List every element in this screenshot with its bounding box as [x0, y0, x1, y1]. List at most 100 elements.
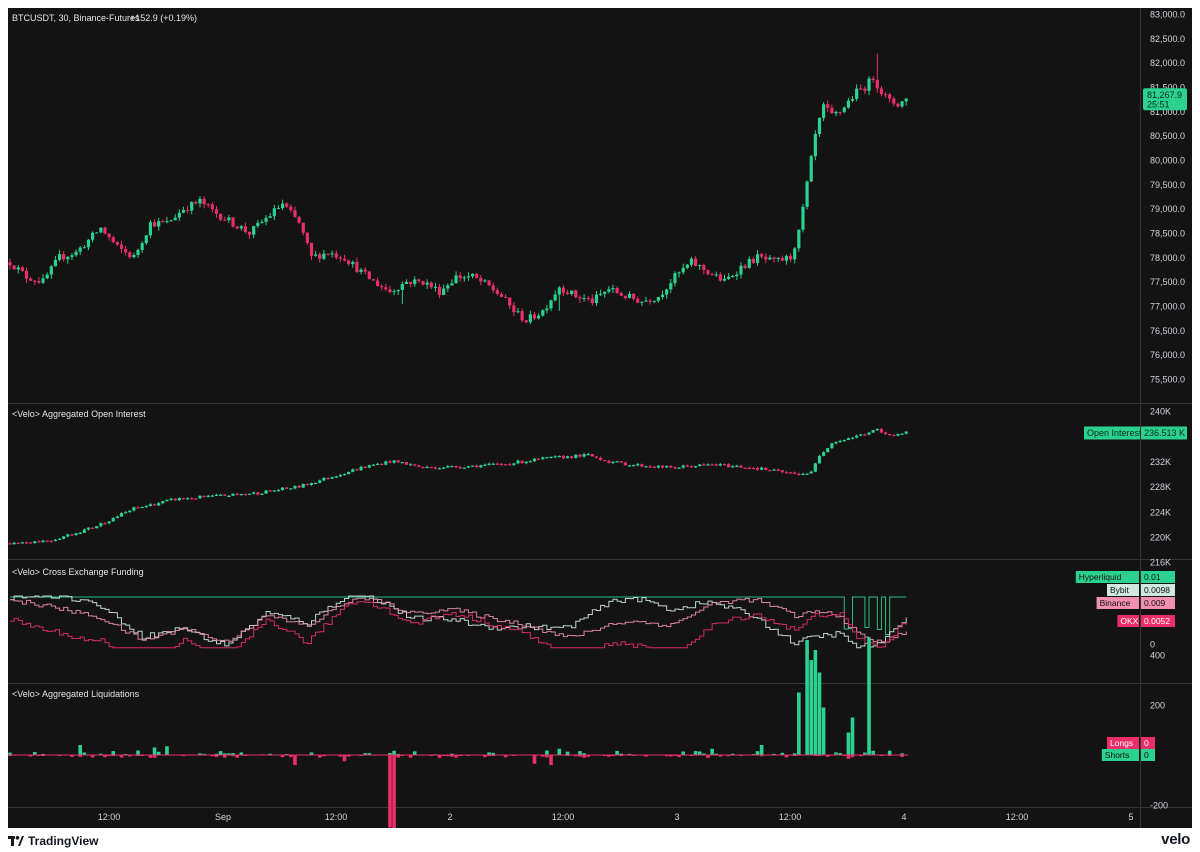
price-candle [20, 265, 24, 272]
price-candle [152, 219, 157, 227]
liq-tag-value: 0 [1144, 750, 1149, 760]
shorts-liq-bar [863, 752, 867, 755]
oi-candle [863, 433, 867, 436]
longs-liq-bar [454, 755, 458, 758]
longs-liq-bar [437, 755, 442, 758]
shorts-liq-bar [152, 747, 157, 755]
oi-candle [892, 434, 896, 437]
bar-countdown: 25:51 [1147, 99, 1170, 109]
price-candle [879, 86, 884, 97]
oi-candle [404, 461, 409, 466]
price-candle [33, 280, 37, 285]
price-candle [49, 264, 53, 279]
funding-pane-title[interactable]: <Velo> Cross Exchange Funding [12, 567, 144, 577]
oi-candle [586, 452, 590, 456]
price-candle [409, 281, 413, 288]
oi-candle [755, 466, 760, 471]
y-tick-label: 216K [1150, 558, 1171, 568]
longs-liq-bar [483, 755, 487, 758]
shorts-liq-bar [780, 752, 785, 755]
price-candle [144, 235, 148, 246]
price-candle [706, 269, 710, 276]
shorts-liq-bar [136, 750, 140, 755]
price-candle [855, 84, 859, 102]
longs-liq-bar [289, 755, 293, 758]
velo-logo[interactable]: velo [1161, 831, 1190, 848]
oi-candle [826, 448, 830, 453]
price-candle [462, 275, 466, 282]
oi-candle [264, 489, 268, 494]
price-candle [681, 263, 685, 275]
price-candle [219, 213, 223, 222]
price-candle [421, 280, 425, 286]
oi-candle [95, 526, 99, 529]
funding-tag-okx: OKX 0.0052 [1117, 615, 1175, 627]
price-candle [309, 242, 314, 261]
tradingview-wordmark: TradingView [28, 834, 99, 848]
price-candle [206, 203, 210, 208]
price-candle [702, 263, 706, 275]
price-candle [119, 240, 124, 254]
tradingview-logo[interactable]: TradingView [8, 833, 98, 849]
price-candle [541, 309, 545, 317]
oi-candle [363, 466, 367, 469]
oi-candle [879, 427, 884, 434]
liq-pane-title[interactable]: <Velo> Aggregated Liquidations [12, 689, 140, 699]
price-candle [883, 92, 888, 98]
longs-liq-bar [586, 755, 590, 757]
oi-candle [157, 502, 161, 506]
oi-candle [375, 462, 380, 466]
oi-candle [380, 463, 384, 466]
price-candle [727, 273, 731, 280]
price-candle [115, 241, 119, 247]
price-candle [751, 256, 755, 265]
y-tick-label: 76,500.0 [1150, 326, 1185, 336]
liq-tag-shorts: Shorts 0 [1101, 749, 1155, 761]
shorts-liq-bar [702, 753, 706, 755]
oi-candle [607, 459, 611, 464]
price-candle [561, 285, 566, 297]
price-candle [801, 204, 805, 233]
price-candle [231, 216, 235, 228]
chart-canvas[interactable]: 83,000.0 82,500.0 82,000.0 81,500.0 81,000.0… [8, 8, 1192, 828]
x-tick-label: 12:00 [325, 812, 348, 822]
symbol-title[interactable]: BTCUSDT, 30, Binance-Futures [12, 13, 140, 23]
shorts-liq-bar [772, 753, 776, 755]
price-candle [549, 299, 553, 312]
oi-candle [124, 511, 128, 514]
price-candle [693, 255, 698, 267]
longs-liq-bar [388, 755, 392, 828]
price-candle [446, 283, 450, 292]
oi-candle [173, 498, 177, 501]
longs-liq-bar [396, 755, 401, 758]
shorts-liq-bar [871, 750, 875, 755]
oi-candle [446, 465, 450, 468]
shorts-liq-bar [900, 753, 904, 755]
y-tick-label: 77,500.0 [1150, 277, 1185, 287]
last-price-tag: 81,267.925:51 [1143, 88, 1187, 111]
oi-candle [883, 431, 888, 435]
price-candle [772, 256, 776, 263]
oi-candle [235, 493, 239, 496]
longs-liq-bar [338, 755, 343, 757]
y-tick-label: 75,500.0 [1150, 375, 1185, 385]
price-candle [532, 311, 537, 321]
price-candle [53, 255, 58, 267]
oi-candle [537, 458, 541, 460]
price-candle [743, 263, 747, 270]
oi-candle [516, 459, 520, 464]
oi-candle [458, 465, 462, 469]
oi-candle [590, 453, 594, 457]
oi-pane-title[interactable]: <Velo> Aggregated Open Interest [12, 409, 146, 419]
shorts-liq-bar [123, 753, 128, 755]
oi-candle [355, 468, 359, 471]
price-candle [689, 256, 694, 267]
price-candle [479, 274, 483, 286]
oi-tag-value: 236.513 K [1144, 428, 1185, 438]
price-candle [731, 274, 735, 278]
price-candle [685, 263, 689, 270]
price-candle [29, 277, 33, 281]
price-candle [264, 215, 268, 226]
oi-candle [305, 483, 309, 486]
oi-candle [12, 542, 16, 545]
